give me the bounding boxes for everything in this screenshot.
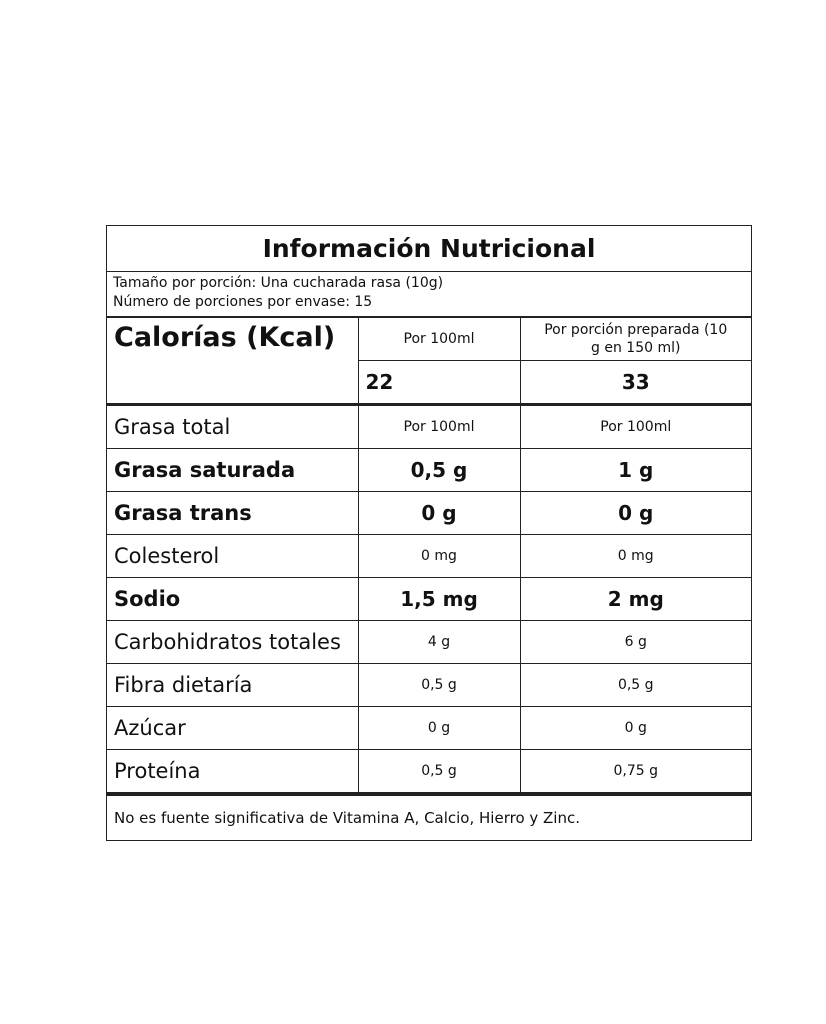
nutrient-per-100ml: 4 g: [357, 620, 521, 664]
serving-size: Tamaño por porción: Una cucharada rasa (…: [113, 275, 444, 291]
nutrient-per-portion: 2 mg: [519, 577, 751, 621]
calories-label: Calorías (Kcal): [107, 317, 359, 405]
nutrient-per-portion: 0,75 g: [519, 749, 751, 793]
calories-col2-header: Por porción preparada (10 g en 150 ml): [519, 317, 751, 361]
calories-col2-value: 33: [519, 360, 751, 405]
nutrition-facts-label: Información Nutricional Tamaño por porci…: [106, 225, 752, 841]
nutrient-per-100ml: 1,5 mg: [357, 577, 521, 621]
nutrient-name: Proteína: [107, 749, 359, 793]
nutrient-per-portion: 0,5 g: [519, 663, 751, 707]
nutrient-per-100ml: 0,5 g: [357, 448, 521, 492]
nutrient-name: Sodio: [107, 577, 359, 621]
calories-col1-value: 22: [358, 360, 521, 405]
nutrient-row: Grasa total Por 100ml Por 100ml: [107, 403, 751, 449]
nutrient-per-portion: 0 g: [519, 706, 751, 750]
nutrient-row: Colesterol 0 mg 0 mg: [107, 534, 751, 578]
calories-value-row: 22 33: [107, 360, 751, 405]
nutrient-per-portion: Por 100ml: [519, 403, 751, 449]
nutrient-name: Azúcar: [107, 706, 359, 750]
nutrient-name: Grasa saturada: [107, 448, 359, 492]
serving-info: Tamaño por porción: Una cucharada rasa (…: [107, 272, 751, 317]
label-title: Información Nutricional: [107, 226, 751, 272]
nutrient-name: Grasa trans: [107, 491, 359, 535]
nutrient-row: Fibra dietaría 0,5 g 0,5 g: [107, 663, 751, 707]
nutrient-per-100ml: 0 mg: [357, 534, 521, 578]
nutrient-per-100ml: Por 100ml: [357, 403, 521, 449]
nutrient-name: Fibra dietaría: [107, 663, 359, 707]
nutrition-table: Calorías (Kcal) Por 100ml Por porción pr…: [107, 317, 751, 793]
nutrient-row: Sodio 1,5 mg 2 mg: [107, 577, 751, 621]
nutrient-row: Proteína 0,5 g 0,75 g: [107, 749, 751, 793]
nutrient-per-portion: 1 g: [519, 448, 751, 492]
nutrient-per-portion: 0 g: [519, 491, 751, 535]
nutrient-per-100ml: 0 g: [357, 706, 521, 750]
nutrient-per-100ml: 0,5 g: [357, 749, 521, 793]
nutrient-per-portion: 6 g: [519, 620, 751, 664]
nutrient-per-100ml: 0 g: [357, 491, 521, 535]
nutrient-name: Colesterol: [107, 534, 359, 578]
nutrient-per-portion: 0 mg: [519, 534, 751, 578]
nutrient-name: Grasa total: [107, 403, 359, 449]
calories-col1-header: Por 100ml: [357, 317, 521, 361]
servings-per-container: Número de porciones por envase: 15: [113, 294, 373, 310]
nutrient-per-100ml: 0,5 g: [357, 663, 521, 707]
footer-note: No es fuente significativa de Vitamina A…: [107, 793, 751, 840]
nutrient-name: Carbohidratos totales: [107, 620, 359, 664]
calories-header-row: Calorías (Kcal) Por 100ml Por porción pr…: [107, 317, 751, 405]
